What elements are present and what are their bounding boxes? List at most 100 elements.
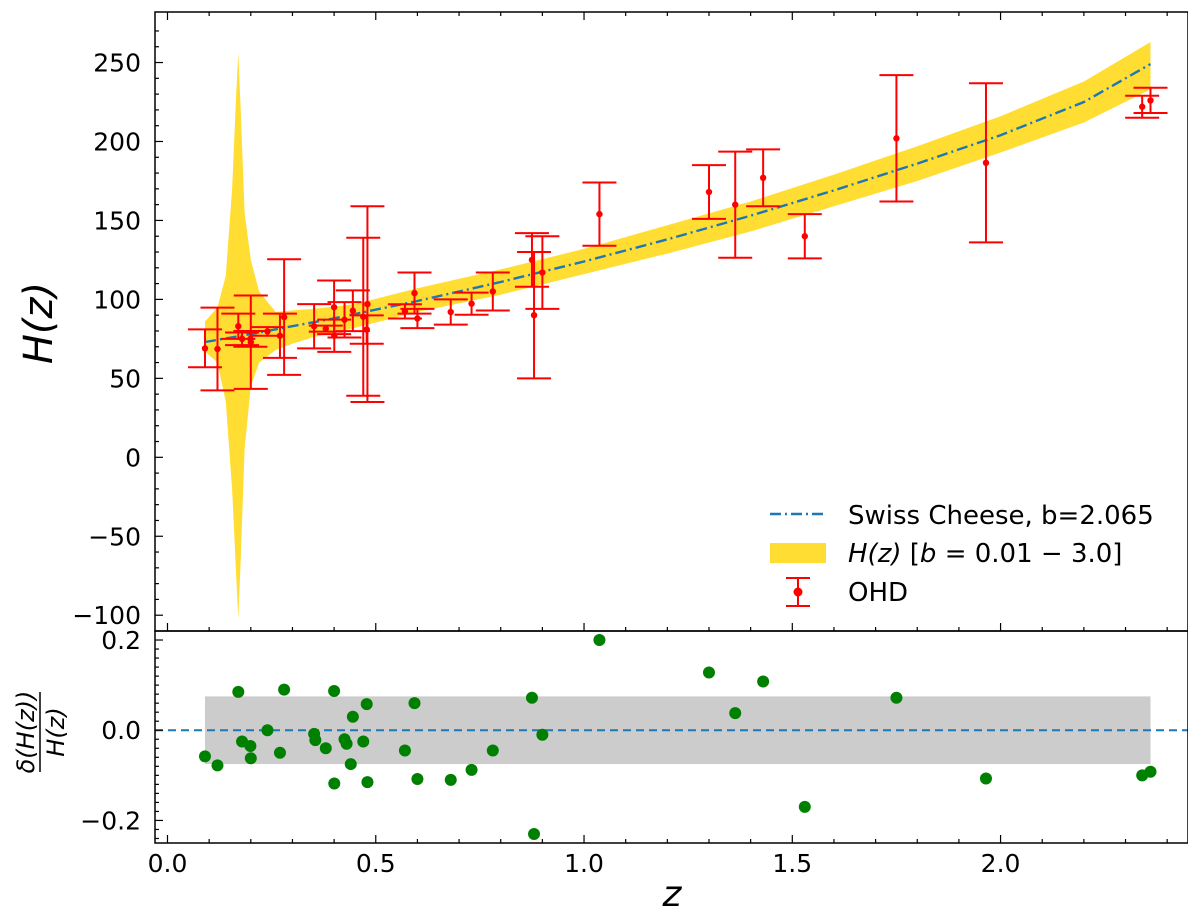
residual-point-16 [344, 758, 357, 771]
ohd-errorbar-layer [187, 74, 1168, 404]
uncertainty-band-layer [205, 42, 1151, 619]
ohd-point-21 [433, 298, 468, 326]
ohd-marker-35 [1147, 97, 1154, 104]
top-y-tick-label: 0 [125, 443, 141, 472]
ohd-marker-5 [247, 338, 255, 346]
top-y-tick-label: 250 [93, 49, 141, 78]
top-panel: −100 −50 0 50 100 150 200 250 Swiss Cheese, b=2… [72, 11, 1188, 632]
ohd-point-17 [350, 205, 385, 404]
top-y-axis-label: H(z) [16, 282, 62, 364]
ohd-marker-21 [447, 308, 454, 316]
ohd-marker-20 [414, 315, 421, 322]
ohd-marker-25 [530, 311, 538, 319]
residual-point-34 [798, 800, 811, 813]
bottom-plot-frame [154, 630, 1188, 844]
residual-point-22 [408, 697, 421, 710]
residual-point-17 [346, 710, 359, 723]
residual-point-29 [536, 728, 549, 741]
ohd-point-30 [746, 148, 781, 208]
residual-point-2 [232, 685, 245, 698]
residual-point-24 [444, 773, 457, 786]
swiss-cheese-model-line [204, 63, 1152, 344]
residual-point-11 [319, 742, 332, 755]
x-tick-label: 1.5 [772, 849, 812, 878]
ohd-point-23 [475, 271, 510, 312]
residual-point-28 [528, 827, 541, 840]
residual-point-12 [328, 684, 341, 697]
ohd-marker-6 [264, 328, 271, 335]
residual-point-0 [198, 750, 211, 763]
ohd-point-20 [400, 307, 435, 330]
residual-point-6 [261, 724, 274, 737]
residual-point-19 [360, 698, 373, 711]
ohd-point-5 [233, 294, 268, 390]
ohd-point-33 [968, 82, 1003, 244]
ohd-marker-31 [801, 233, 808, 240]
ohd-marker-27 [596, 210, 603, 218]
residual-points-layer [198, 634, 1157, 840]
residual-point-5 [244, 752, 257, 765]
model-line-layer [204, 63, 1152, 344]
bottom-y-tick-label: 0.2 [101, 626, 141, 655]
ohd-point-19 [397, 271, 432, 315]
ohd-marker-14 [349, 307, 357, 314]
ohd-marker-0 [201, 345, 209, 352]
hz-uncertainty-band [205, 42, 1151, 619]
ohd-marker-32 [893, 135, 900, 142]
ohd-point-32 [879, 74, 914, 203]
ohd-marker-13 [341, 316, 348, 323]
top-y-tick-label: −50 [88, 522, 141, 551]
ohd-marker-1 [214, 345, 221, 353]
ohd-point-25 [517, 251, 552, 380]
residual-point-26 [486, 744, 499, 757]
residual-point-18 [357, 735, 370, 748]
residual-point-35 [890, 691, 903, 704]
residual-point-21 [398, 744, 411, 757]
legend-ohd-label: OHD [848, 578, 908, 608]
residual-point-31 [702, 666, 715, 679]
legend-band-label-open: [ [902, 539, 920, 569]
ohd-point-28 [691, 164, 726, 220]
top-y-tick-label: 100 [93, 285, 141, 314]
ohd-point-27 [582, 181, 617, 247]
ohd-point-0 [187, 328, 222, 369]
residual-point-32 [729, 707, 742, 720]
ohd-point-26 [525, 235, 560, 310]
residual-point-38 [1144, 765, 1157, 778]
bottom-y-axis-label: δ(H(z)) H(z) [12, 691, 70, 774]
legend-band-swatch [770, 543, 826, 563]
top-y-tick-label: 200 [93, 127, 141, 156]
ohd-point-35 [1133, 86, 1168, 115]
ohd-marker-10 [322, 325, 329, 332]
residual-point-23 [411, 772, 424, 785]
ohd-marker-8 [280, 313, 288, 321]
ohd-point-15 [346, 236, 381, 397]
residual-point-33 [757, 675, 770, 688]
legend-band-label-hz: H(z) [848, 539, 902, 569]
ohd-point-22 [454, 291, 489, 316]
residual-point-10 [309, 734, 322, 747]
ohd-marker-11 [330, 304, 338, 311]
bottom-y-tick-label: −0.2 [80, 806, 141, 835]
ohd-marker-2 [235, 323, 242, 330]
ohd-point-7 [262, 312, 297, 359]
ohd-marker-34 [1138, 103, 1146, 110]
legend-ohd-swatch [786, 577, 810, 607]
residual-point-4 [244, 740, 257, 753]
residual-point-13 [328, 777, 341, 790]
ohd-point-31 [787, 213, 822, 260]
legend-model-label: Swiss Cheese, b=2.065 [848, 501, 1154, 531]
x-tick-label: 0.5 [356, 849, 396, 878]
residual-point-30 [593, 634, 606, 647]
bottom-axes: −0.20.00.20.0 0.5 1.0 1.5 2.0 [80, 626, 1188, 878]
x-tick-label: 2.0 [981, 849, 1021, 878]
ohd-marker-17 [364, 300, 371, 308]
ohd-marker-22 [468, 300, 475, 307]
bottom-y-tick-label: 0.0 [101, 716, 141, 745]
x-tick-label: 0.0 [148, 849, 188, 878]
top-y-tick-label: 150 [93, 206, 141, 235]
ohd-point-8 [267, 258, 302, 376]
ohd-point-1 [200, 306, 235, 392]
ohd-marker-7 [276, 332, 284, 339]
